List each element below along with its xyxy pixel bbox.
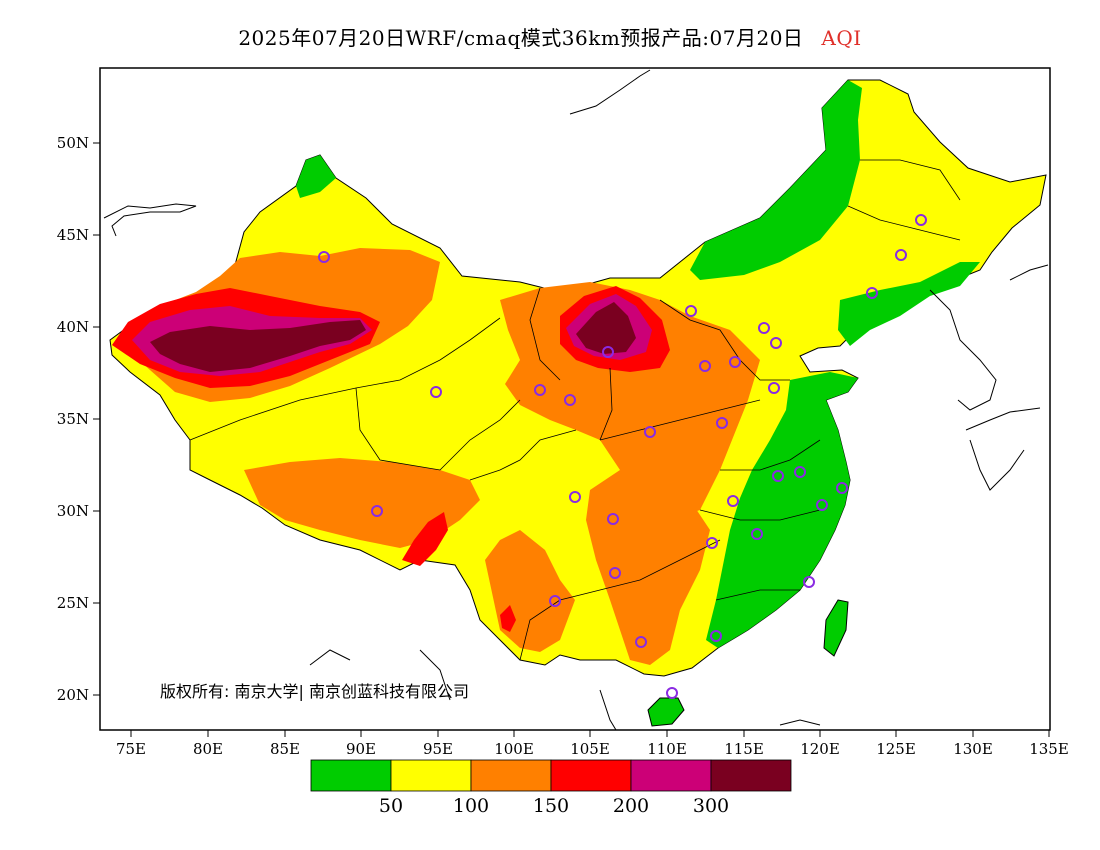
axis-ticks [93,142,1050,737]
pollutant-label: AQI [821,26,862,50]
legend-label: 300 [693,795,729,817]
map-title: 2025年07月20日WRF/cmaq模式36km预报产品:07月20日 AQI [0,22,1100,51]
station-marker [729,356,741,368]
lon-label: 85E [270,740,300,758]
lon-label: 130E [953,740,993,758]
legend-swatch-very-unhealthy [630,759,712,792]
station-marker [915,214,927,226]
station-marker [534,384,546,396]
lon-label: 80E [193,740,223,758]
station-marker [772,470,784,482]
station-marker [644,426,656,438]
legend-swatch-sensitive [470,759,552,792]
lon-label: 110E [647,740,687,758]
lon-label: 90E [346,740,376,758]
legend-label: 150 [533,795,569,817]
aqi-zone-unhealthy-yunnan [500,605,516,632]
map-frame [99,67,1051,731]
lon-label: 100E [494,740,534,758]
copyright-notice: 版权所有: 南京大学| 南京创蓝科技有限公司 [160,682,469,701]
lon-label: 120E [800,740,840,758]
lat-label: 30N [57,502,89,520]
lon-label: 95E [423,740,453,758]
station-marker [770,337,782,349]
station-marker [318,251,330,263]
legend-swatch-hazardous [710,759,792,792]
station-marker [685,305,697,317]
lon-label: 75E [116,740,146,758]
aqi-zone-sensitive-tibet [244,458,480,548]
legend-swatch-good [310,759,392,792]
taiwan-island [823,599,849,657]
lat-label: 35N [57,410,89,428]
station-marker [430,386,442,398]
station-marker [549,595,561,607]
station-marker [751,528,763,540]
station-marker [666,687,678,699]
station-marker [794,466,806,478]
station-marker [564,394,576,406]
station-markers [318,214,927,699]
station-marker [727,495,739,507]
aqi-zone-good-southeast [706,372,858,648]
lat-label: 45N [57,226,89,244]
station-marker [635,636,647,648]
aqi-zone-good-northwest [296,155,336,198]
lon-label: 115E [724,740,764,758]
lon-label: 135E [1029,740,1069,758]
lat-label: 25N [57,594,89,612]
station-marker [768,382,780,394]
station-marker [699,360,711,372]
station-marker [803,576,815,588]
province-boundaries [189,159,961,661]
latitude-labels: 50N 45N 40N 35N 30N 25N 20N [57,134,89,704]
aqi-zone-unhealthy-tibet [402,512,448,566]
aqi-zone-hazardous-ordos [576,302,636,354]
aqi-zone-good-liaoning [838,262,980,346]
station-marker [895,249,907,261]
aqi-zone-good-northeast [690,80,862,280]
station-marker [371,505,383,517]
hainan-island [647,697,685,727]
station-marker [569,491,581,503]
station-marker [836,482,848,494]
station-marker [816,499,828,511]
legend-label: 200 [613,795,649,817]
station-marker [758,322,770,334]
station-marker [866,287,878,299]
lat-label: 20N [57,686,89,704]
station-marker [706,537,718,549]
longitude-labels: 75E 80E 85E 90E 95E 100E 105E 110E 115E … [116,740,1069,758]
aqi-legend: 50 100 150 200 300 [310,759,792,817]
station-marker [609,567,621,579]
legend-label: 100 [453,795,489,817]
station-marker [607,513,619,525]
title-text: 2025年07月20日WRF/cmaq模式36km预报产品:07月20日 [238,26,804,50]
aqi-zone-hazardous-taklimakan [150,320,366,372]
lat-label: 40N [57,318,89,336]
legend-label: 50 [379,795,403,817]
legend-swatch-moderate [390,759,472,792]
legend-swatch-unhealthy [550,759,632,792]
map-area [103,69,1049,730]
neighbor-coastlines [103,69,1049,730]
station-marker [602,346,614,358]
lon-label: 125E [876,740,916,758]
lat-label: 50N [57,134,89,152]
station-marker [710,630,722,642]
lon-label: 105E [570,740,610,758]
station-marker [716,417,728,429]
